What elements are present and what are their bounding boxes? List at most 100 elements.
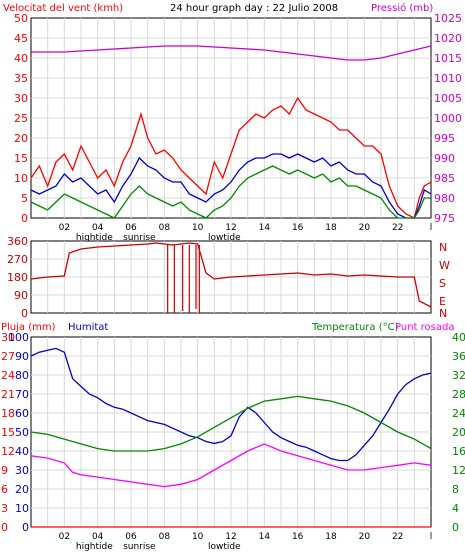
series-line <box>30 153 432 219</box>
hour-tick-label: 04 <box>92 223 104 233</box>
rain-tick-label: 0 <box>1 521 8 534</box>
humidity-tick-label: 80 <box>15 369 29 382</box>
temperature-tick-label: 16 <box>452 445 465 458</box>
temperature-tick-label: 32 <box>452 369 465 382</box>
rain-tick-label: 27 <box>1 350 15 363</box>
direction-line <box>30 242 432 308</box>
direction-tick-label: 270 <box>7 253 28 266</box>
pressure-tick-label: 995 <box>434 132 455 145</box>
hour-tick-label: 18 <box>325 223 337 233</box>
pressure-axis-label: Pressió (mb) <box>371 2 433 14</box>
humidity-tick-label: 10 <box>15 502 29 515</box>
pressure-tick-label: 1015 <box>434 52 462 65</box>
hour-tick-label: 12 <box>225 223 236 233</box>
hour-tick-label: 14 <box>259 532 271 542</box>
pressure-tick-label: 1020 <box>434 32 462 45</box>
temperature-tick-label: 20 <box>452 426 465 439</box>
humidity-tick-label: 30 <box>15 464 29 477</box>
humidity-tick-label: 90 <box>15 350 29 363</box>
pressure-tick-label: 1010 <box>434 72 462 85</box>
wind-speed-tick-label: 30 <box>14 92 28 105</box>
wind-speed-tick-label: 45 <box>14 32 28 45</box>
event-label-lowtide: lowtide <box>208 542 241 552</box>
rain-tick-label: 15 <box>1 426 15 439</box>
temperature-tick-label: 4 <box>452 502 459 515</box>
compass-label: N <box>439 241 447 254</box>
wind-speed-axis-label: Velocitat del vent (kmh) <box>3 3 123 14</box>
series-line-humitat <box>30 347 432 462</box>
hour-tick-label: 20 <box>359 532 371 542</box>
event-label-sunrise: sunrise <box>123 233 156 243</box>
event-label-hightide: hightide <box>76 542 113 552</box>
pressure-tick-label: 990 <box>434 152 455 165</box>
rain-tick-label: 30 <box>1 331 15 344</box>
series-line-temperatura <box>30 395 432 452</box>
hour-tick-label: 06 <box>125 223 137 233</box>
event-label-lowtide: lowtide <box>208 233 241 243</box>
temperature-tick-label: 24 <box>452 407 465 420</box>
compass-label: E <box>439 295 446 308</box>
pressure-tick-label: 1005 <box>434 92 462 105</box>
temperature-tick-label: 12 <box>452 464 465 477</box>
humidity-tick-label: 100 <box>8 331 29 344</box>
chart-labels: Velocitat del vent (kmh) 24 hour graph d… <box>1 2 454 333</box>
compass-label: W <box>439 259 450 272</box>
direction-tick-label: 180 <box>7 271 28 284</box>
hour-tick-label: 02 <box>59 532 70 542</box>
pressure-tick-label: 1025 <box>434 12 462 25</box>
wind-speed-tick-label: 25 <box>14 112 28 125</box>
hour-tick-label: 22 <box>392 223 403 233</box>
hour-tick-label: 22 <box>392 532 403 542</box>
chart-title: 24 hour graph day : 22 Julio 2008 <box>170 3 338 14</box>
rain-tick-label: 12 <box>1 445 15 458</box>
dew-point-axis-label: Punt rosada <box>395 322 454 333</box>
humidity-tick-label: 0 <box>22 521 29 534</box>
compass-label: S <box>439 277 446 290</box>
rain-tick-label: 21 <box>1 388 15 401</box>
event-label-hightide: hightide <box>76 233 113 243</box>
rain-tick-label: 6 <box>1 483 8 496</box>
wind-speed-tick-label: 5 <box>21 192 28 205</box>
rain-axis-label: Pluja (mm) <box>1 322 56 333</box>
hour-tick-label: 08 <box>159 223 171 233</box>
hour-tick-label: 04 <box>92 532 104 542</box>
series-line <box>30 165 431 219</box>
hour-tick-label: 02 <box>59 223 70 233</box>
direction-tick-label: 0 <box>21 307 28 320</box>
hour-tick-label: 10 <box>192 532 204 542</box>
hour-tick-label: 06 <box>125 532 137 542</box>
humidity-tick-label: 50 <box>15 426 29 439</box>
hour-tick-label: l <box>430 532 433 542</box>
temperature-tick-label: 0 <box>452 521 459 534</box>
humidity-tick-label: 60 <box>15 407 29 420</box>
series-line-punt-rosada <box>30 443 432 488</box>
event-label-sunrise: sunrise <box>123 542 156 552</box>
pressure-tick-label: 1000 <box>434 112 462 125</box>
direction-tick-label: 360 <box>7 235 28 248</box>
hour-tick-label: 20 <box>359 223 371 233</box>
series-line <box>30 96 432 219</box>
rain-tick-label: 24 <box>1 369 15 382</box>
pressure-tick-label: 975 <box>434 212 455 225</box>
hour-tick-label: 16 <box>292 532 304 542</box>
hour-tick-label: 14 <box>259 223 271 233</box>
temperature-axis-label: Temperatura (°C) <box>311 322 399 333</box>
humidity-tick-label: 20 <box>15 483 29 496</box>
humidity-tick-label: 70 <box>15 388 29 401</box>
pressure-tick-label: 980 <box>434 192 455 205</box>
hour-tick-label: 16 <box>292 223 304 233</box>
series-line <box>31 45 432 61</box>
temperature-tick-label: 28 <box>452 388 465 401</box>
temperature-tick-label: 40 <box>452 331 465 344</box>
rain-tick-label: 9 <box>1 464 8 477</box>
hour-tick-label: 10 <box>192 223 204 233</box>
wind-speed-tick-label: 50 <box>14 12 28 25</box>
direction-tick-label: 90 <box>14 289 28 302</box>
temperature-tick-label: 8 <box>452 483 459 496</box>
humidity-tick-label: 40 <box>15 445 29 458</box>
hour-tick-label: 08 <box>159 532 171 542</box>
hour-tick-label: l <box>430 223 433 233</box>
humidity-temperature-panel: 0369121518212427300102030405060708090100… <box>1 331 465 552</box>
